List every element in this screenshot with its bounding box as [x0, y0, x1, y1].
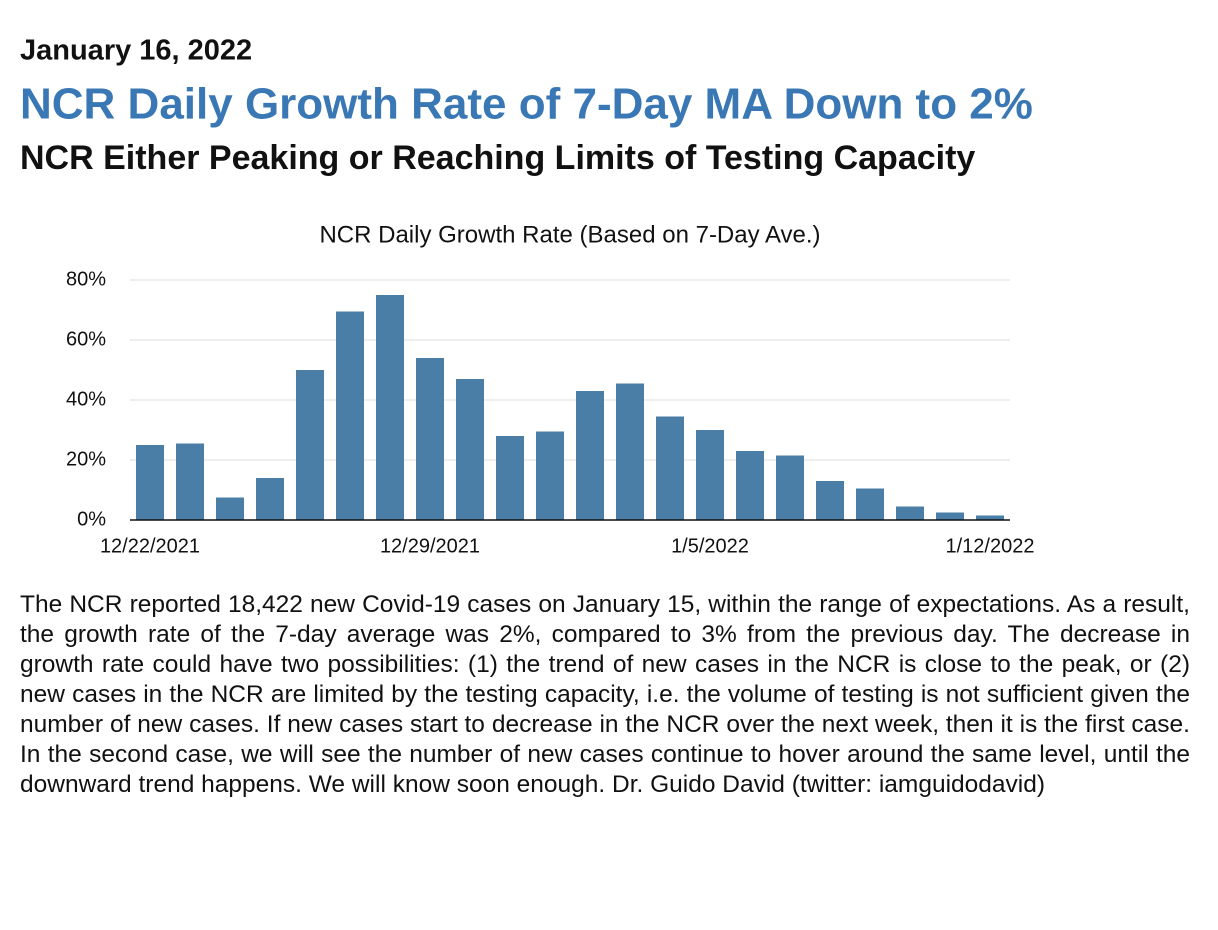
paragraph: The NCR reported 18,422 new Covid-19 cas…	[20, 591, 1190, 798]
bar	[336, 311, 364, 520]
date: January 16, 2022	[20, 35, 252, 67]
y-tick-label: 0%	[77, 508, 106, 530]
bar	[296, 370, 324, 520]
bar	[856, 488, 884, 520]
chart-title: NCR Daily Growth Rate (Based on 7-Day Av…	[319, 221, 820, 248]
bar	[976, 515, 1004, 520]
y-tick-label: 60%	[66, 328, 106, 350]
x-tick-label: 1/5/2022	[671, 535, 749, 557]
bar	[136, 445, 164, 520]
bar	[256, 478, 284, 520]
bar	[936, 512, 964, 520]
bar	[816, 481, 844, 520]
bar	[416, 358, 444, 520]
bar	[616, 383, 644, 520]
chart: January 16, 2022 NCR Daily Growth Rate o…	[20, 35, 1035, 558]
bar	[576, 391, 604, 520]
headline: NCR Daily Growth Rate of 7-Day MA Down t…	[20, 80, 1033, 129]
x-tick-label: 1/12/2022	[946, 535, 1035, 557]
bar	[496, 436, 524, 520]
subheadline: NCR Either Peaking or Reaching Limits of…	[20, 139, 975, 177]
bar	[376, 295, 404, 520]
x-tick-label: 12/22/2021	[100, 535, 200, 557]
bar	[696, 430, 724, 520]
x-tick-label: 12/29/2021	[380, 535, 480, 557]
y-tick-label: 80%	[66, 268, 106, 290]
y-tick-label: 20%	[66, 448, 106, 470]
bar	[656, 416, 684, 520]
bar	[896, 506, 924, 520]
bar	[536, 431, 564, 520]
bar	[176, 443, 204, 520]
bar	[216, 497, 244, 520]
bar	[456, 379, 484, 520]
bar	[736, 451, 764, 520]
y-tick-label: 40%	[66, 388, 106, 410]
bar	[776, 455, 804, 520]
